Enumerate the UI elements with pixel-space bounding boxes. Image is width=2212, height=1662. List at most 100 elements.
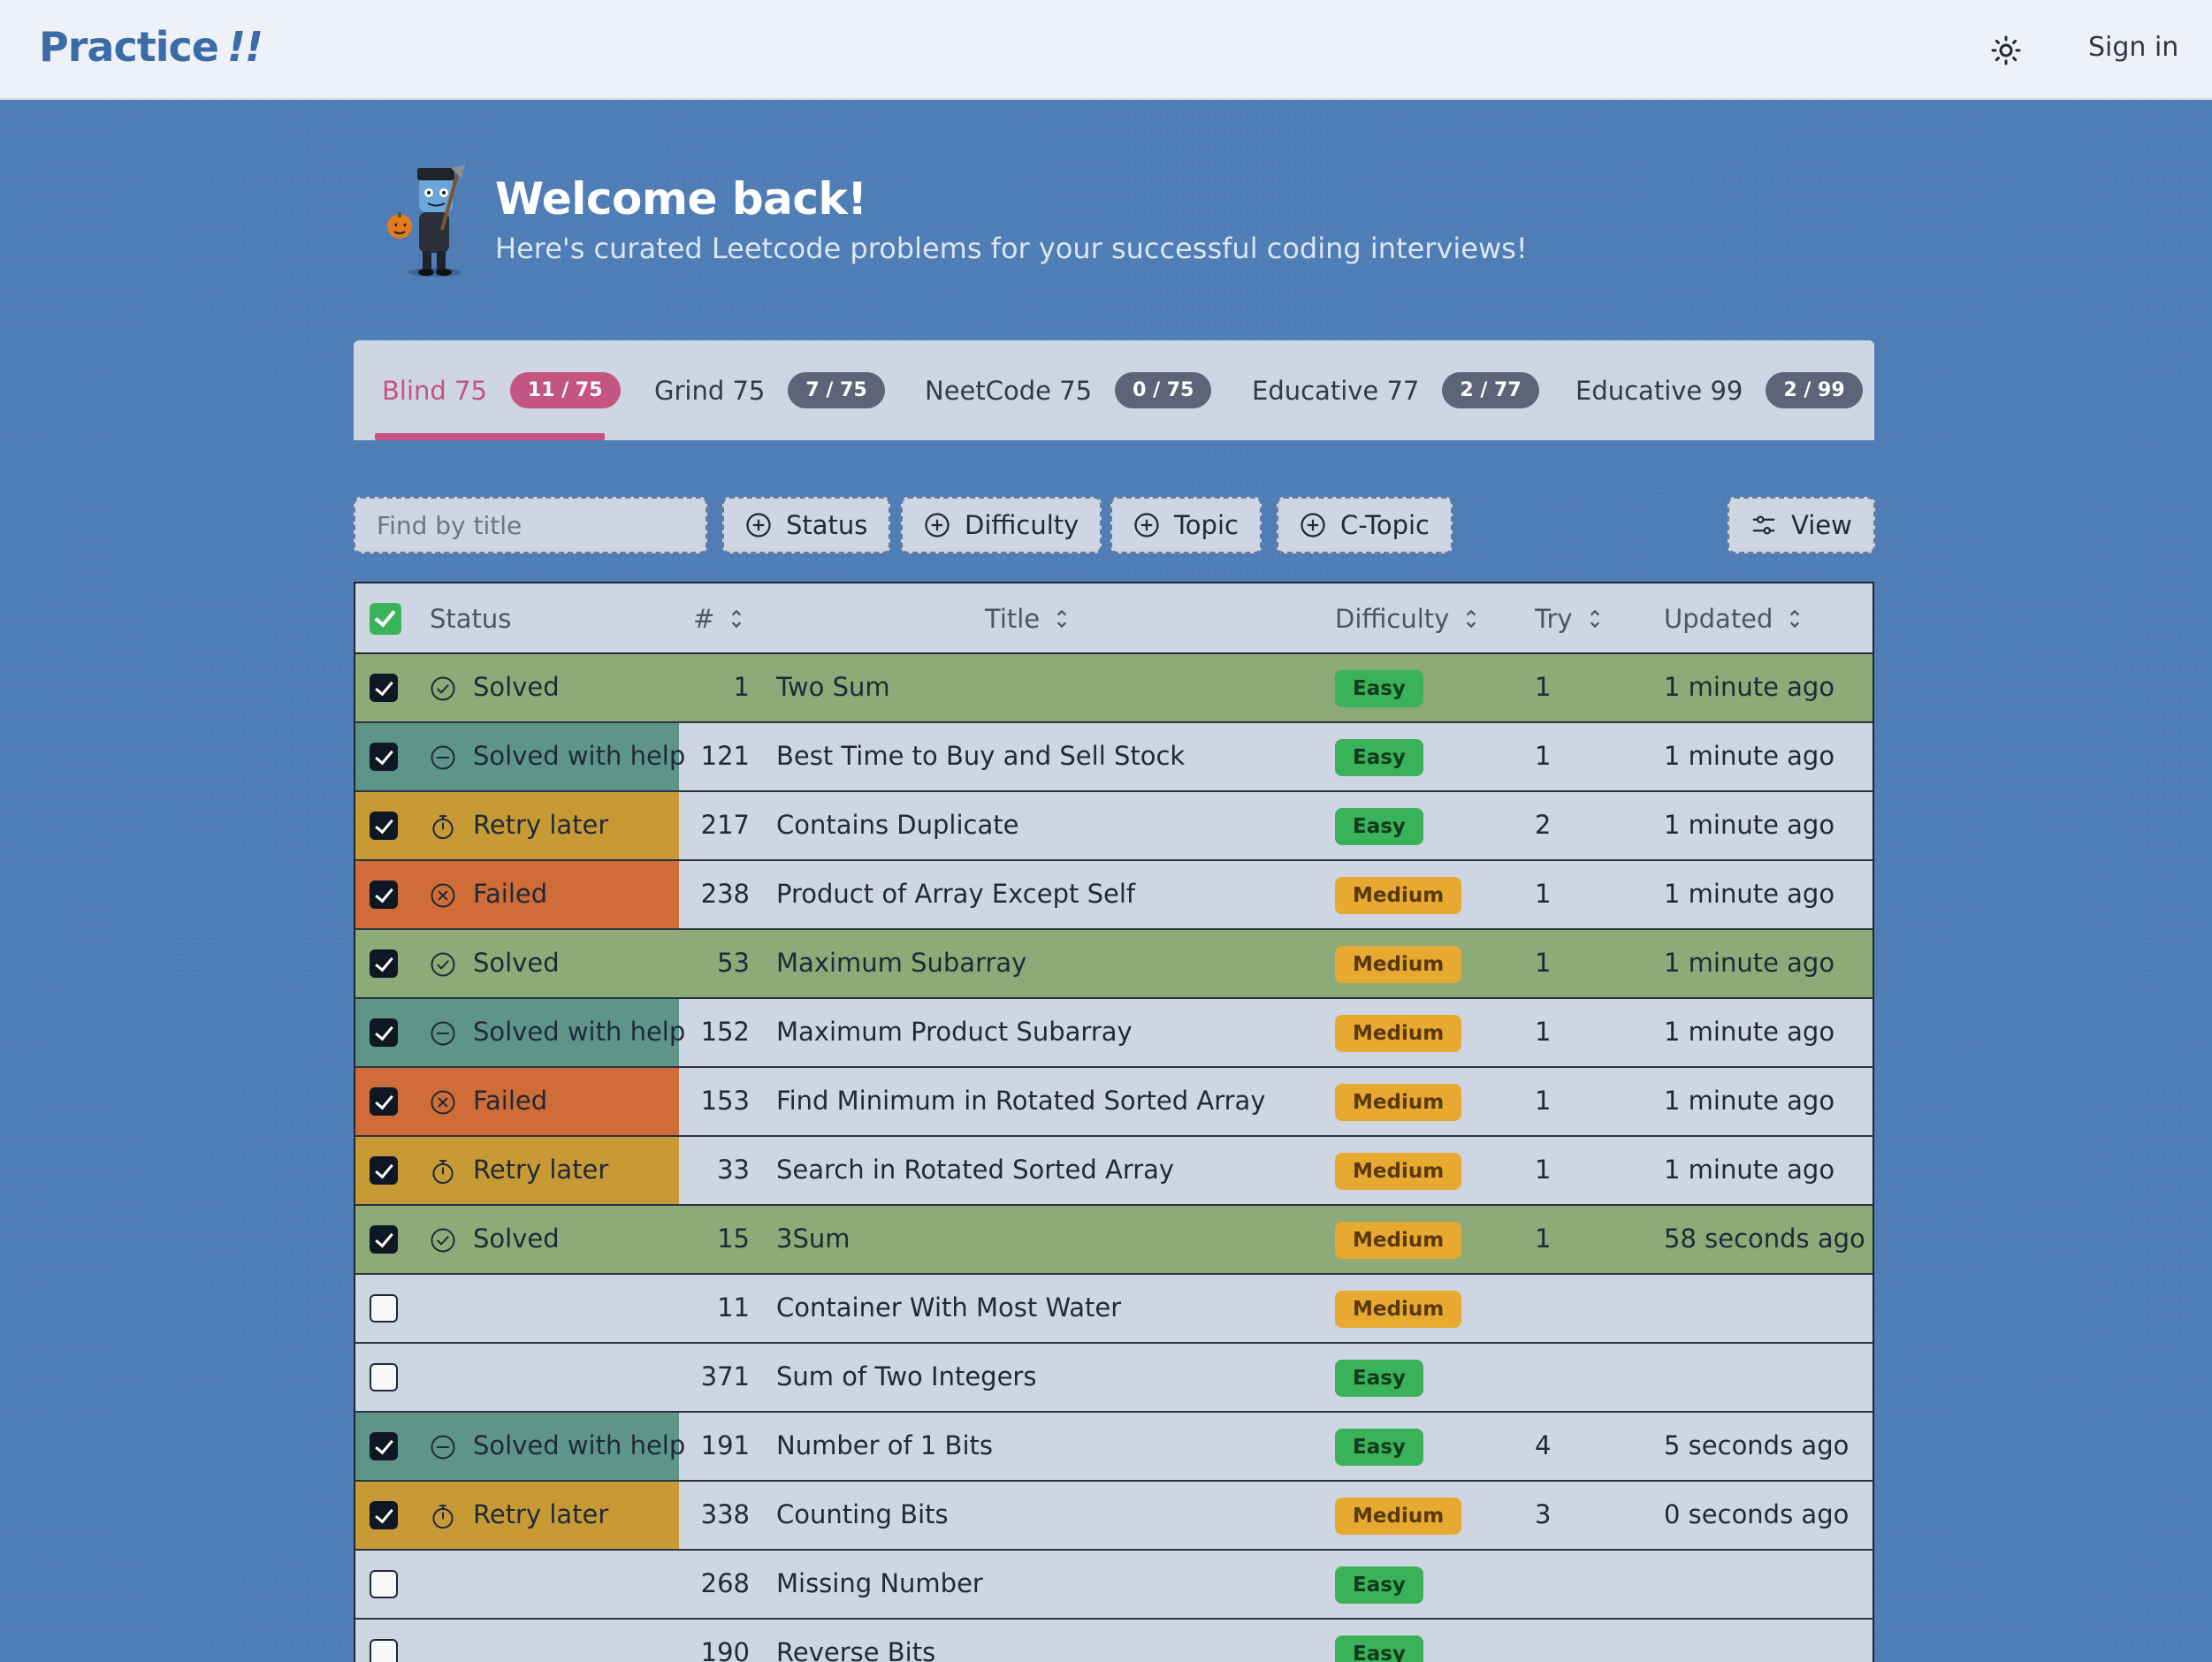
row-checkbox[interactable] bbox=[370, 1087, 398, 1116]
table-row[interactable]: Solved with help 191 Number of 1 Bits Ea… bbox=[355, 1413, 1873, 1482]
status-cell: Solved with help bbox=[355, 999, 685, 1066]
column-number[interactable]: # bbox=[693, 583, 744, 654]
column-updated[interactable]: Updated bbox=[1664, 583, 1803, 654]
status-cell: Retry later bbox=[355, 1137, 679, 1204]
updated-time: 1 minute ago bbox=[1664, 948, 1835, 978]
problem-number: 53 bbox=[717, 948, 750, 978]
problem-title[interactable]: Find Minimum in Rotated Sorted Array bbox=[776, 1086, 1266, 1116]
table-row[interactable]: Failed 238 Product of Array Except Self … bbox=[355, 861, 1873, 930]
select-all-checkbox[interactable] bbox=[370, 603, 401, 635]
check-circle-icon bbox=[431, 952, 455, 977]
difficulty-badge: Medium bbox=[1335, 1222, 1462, 1259]
topic-filter-button[interactable]: Topic bbox=[1110, 497, 1262, 553]
problem-number: 338 bbox=[700, 1499, 750, 1529]
status-label: Solved with help bbox=[473, 1430, 686, 1460]
row-checkbox[interactable] bbox=[370, 949, 398, 978]
tab-blind-75[interactable]: Blind 75 11 / 75 bbox=[382, 340, 621, 440]
table-row[interactable]: 268 Missing Number Easy bbox=[355, 1551, 1873, 1620]
sign-in-link[interactable]: Sign in bbox=[2088, 32, 2179, 63]
app-logo[interactable]: Practice!! bbox=[39, 23, 263, 71]
sun-icon bbox=[1991, 35, 2021, 65]
problem-title[interactable]: Missing Number bbox=[776, 1568, 983, 1598]
table-row[interactable]: Failed 153 Find Minimum in Rotated Sorte… bbox=[355, 1068, 1873, 1137]
column-label: Title bbox=[985, 604, 1041, 634]
table-body: Solved 1 Two Sum Easy 1 1 minute ago Sol… bbox=[355, 654, 1873, 1662]
row-checkbox[interactable] bbox=[370, 1018, 398, 1047]
try-count: 1 bbox=[1535, 879, 1552, 909]
try-count: 1 bbox=[1535, 1224, 1552, 1254]
problem-title[interactable]: Sum of Two Integers bbox=[776, 1361, 1037, 1391]
try-count: 3 bbox=[1535, 1499, 1552, 1529]
stopwatch-icon bbox=[432, 1505, 454, 1529]
column-title[interactable]: Title bbox=[985, 583, 1070, 654]
table-row[interactable]: Retry later 33 Search in Rotated Sorted … bbox=[355, 1137, 1873, 1206]
updated-time: 1 minute ago bbox=[1664, 810, 1835, 840]
status-cell: Solved bbox=[355, 930, 679, 997]
table-row[interactable]: 371 Sum of Two Integers Easy bbox=[355, 1344, 1873, 1413]
logo-suffix: !! bbox=[226, 23, 263, 71]
row-checkbox[interactable] bbox=[370, 812, 398, 840]
table-row[interactable]: Solved 15 3Sum Medium 1 58 seconds ago bbox=[355, 1206, 1873, 1275]
problem-title[interactable]: Reverse Bits bbox=[776, 1637, 936, 1662]
problem-title[interactable]: Product of Array Except Self bbox=[776, 879, 1136, 909]
table-row[interactable]: 11 Container With Most Water Medium bbox=[355, 1275, 1873, 1344]
row-checkbox[interactable] bbox=[370, 743, 398, 771]
problem-title[interactable]: Two Sum bbox=[776, 672, 890, 702]
sort-icon bbox=[1057, 609, 1067, 629]
problem-number: 121 bbox=[700, 741, 750, 771]
difficulty-badge: Easy bbox=[1335, 808, 1423, 845]
row-checkbox[interactable] bbox=[370, 1363, 398, 1391]
row-checkbox[interactable] bbox=[370, 1156, 398, 1185]
problem-title[interactable]: 3Sum bbox=[776, 1224, 850, 1254]
c-topic-filter-button[interactable]: C-Topic bbox=[1277, 497, 1453, 553]
difficulty-badge: Easy bbox=[1335, 1360, 1423, 1397]
column-status[interactable]: Status bbox=[430, 583, 511, 654]
tab-educative-77[interactable]: Educative 77 2 / 77 bbox=[1252, 340, 1539, 440]
problem-title[interactable]: Container With Most Water bbox=[776, 1292, 1122, 1323]
column-label: # bbox=[693, 604, 715, 634]
tab-grind-75[interactable]: Grind 75 7 / 75 bbox=[654, 340, 885, 440]
row-checkbox[interactable] bbox=[370, 1225, 398, 1254]
view-options-button[interactable]: View bbox=[1728, 497, 1875, 553]
row-checkbox[interactable] bbox=[370, 881, 398, 909]
theme-toggle-button[interactable] bbox=[1987, 32, 2025, 69]
progress-badge: 7 / 75 bbox=[788, 372, 885, 408]
status-label: Solved bbox=[473, 1224, 560, 1254]
search-input[interactable] bbox=[354, 497, 707, 553]
row-checkbox[interactable] bbox=[370, 1570, 398, 1598]
table-row[interactable]: Solved 53 Maximum Subarray Medium 1 1 mi… bbox=[355, 930, 1873, 999]
problem-title[interactable]: Maximum Subarray bbox=[776, 948, 1027, 978]
table-row[interactable]: Solved with help 121 Best Time to Buy an… bbox=[355, 723, 1873, 792]
stopwatch-icon bbox=[432, 1160, 454, 1185]
problem-title[interactable]: Number of 1 Bits bbox=[776, 1430, 993, 1460]
row-checkbox[interactable] bbox=[370, 674, 398, 702]
tab-educative-99[interactable]: Educative 99 2 / 99 bbox=[1575, 340, 1863, 440]
problem-title[interactable]: Maximum Product Subarray bbox=[776, 1017, 1133, 1047]
difficulty-filter-button[interactable]: Difficulty bbox=[901, 497, 1102, 553]
table-row[interactable]: 190 Reverse Bits Easy bbox=[355, 1620, 1873, 1662]
column-label: Difficulty bbox=[1335, 604, 1450, 634]
column-difficulty[interactable]: Difficulty bbox=[1335, 583, 1479, 654]
minus-circle-icon bbox=[431, 1021, 455, 1046]
row-checkbox[interactable] bbox=[370, 1432, 398, 1460]
try-count: 1 bbox=[1535, 1155, 1552, 1185]
table-row[interactable]: Retry later 338 Counting Bits Medium 3 0… bbox=[355, 1482, 1873, 1551]
problem-title[interactable]: Best Time to Buy and Sell Stock bbox=[776, 741, 1186, 771]
row-checkbox[interactable] bbox=[370, 1501, 398, 1529]
status-label: Solved bbox=[473, 672, 560, 702]
row-checkbox[interactable] bbox=[370, 1639, 398, 1662]
tab-label: Grind 75 bbox=[654, 375, 766, 406]
row-checkbox[interactable] bbox=[370, 1294, 398, 1323]
problem-title[interactable]: Counting Bits bbox=[776, 1499, 949, 1529]
problem-number: 152 bbox=[700, 1017, 750, 1047]
view-label: View bbox=[1791, 510, 1852, 540]
problem-title[interactable]: Contains Duplicate bbox=[776, 810, 1019, 840]
column-try[interactable]: Try bbox=[1535, 583, 1603, 654]
table-row[interactable]: Solved 1 Two Sum Easy 1 1 minute ago bbox=[355, 654, 1873, 723]
table-row[interactable]: Retry later 217 Contains Duplicate Easy … bbox=[355, 792, 1873, 861]
status-filter-button[interactable]: Status bbox=[722, 497, 891, 553]
table-row[interactable]: Solved with help 152 Maximum Product Sub… bbox=[355, 999, 1873, 1068]
updated-time: 1 minute ago bbox=[1664, 1017, 1835, 1047]
problem-title[interactable]: Search in Rotated Sorted Array bbox=[776, 1155, 1175, 1185]
tab-neetcode-75[interactable]: NeetCode 75 0 / 75 bbox=[925, 340, 1212, 440]
